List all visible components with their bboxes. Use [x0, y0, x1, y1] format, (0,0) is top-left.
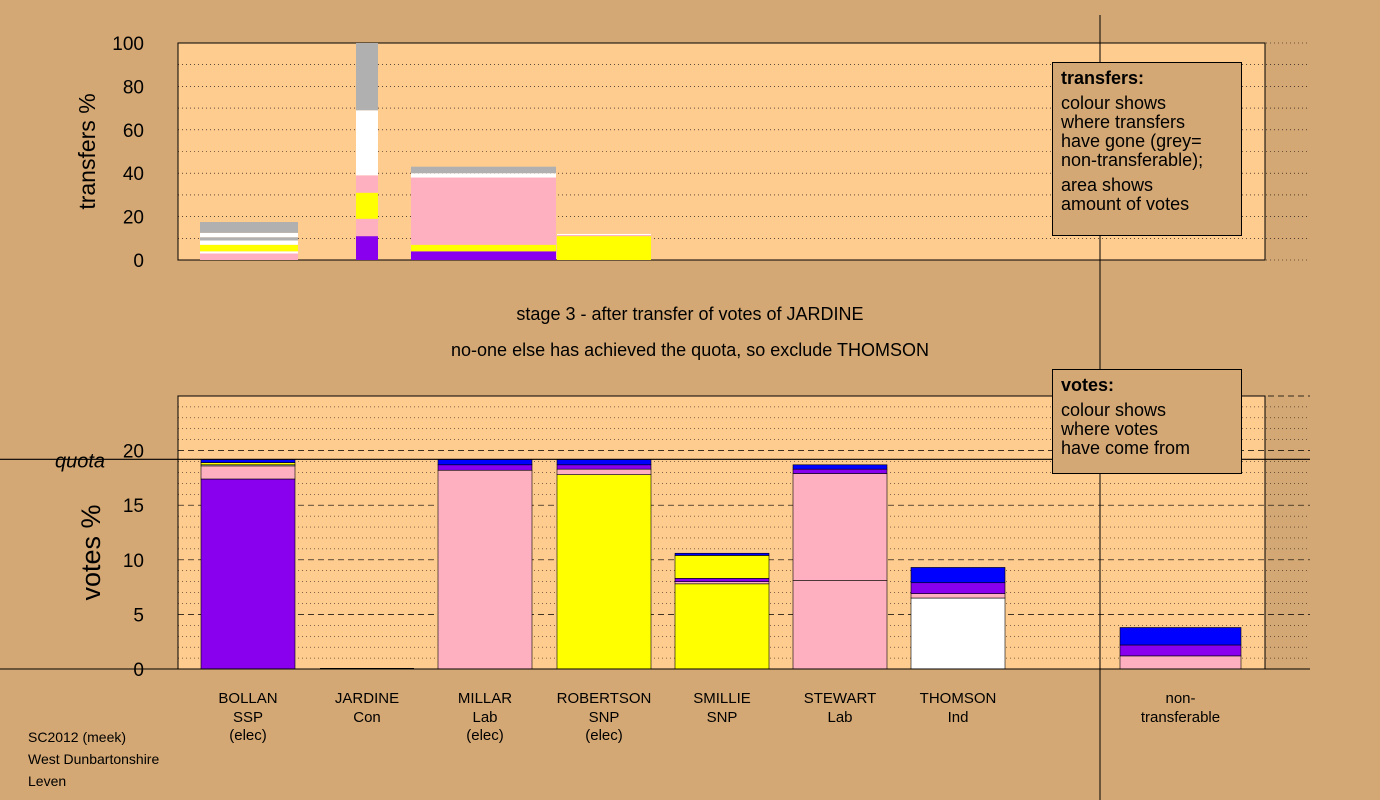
- transfer-segment: [411, 251, 556, 260]
- transfer-segment: [200, 237, 298, 241]
- vote-segment: [1119, 644, 1242, 657]
- candidate-party-label: Ind: [948, 709, 969, 726]
- transfer-segment: [411, 177, 556, 245]
- transfer-segment: [411, 244, 556, 252]
- candidate-status-label: (elec): [585, 727, 623, 744]
- transfers-tick-label: 60: [123, 121, 144, 142]
- vote-segment: [556, 468, 652, 475]
- transfer-segment: [356, 192, 378, 219]
- candidate-party-label: SSP: [233, 709, 263, 726]
- vote-segment: [437, 464, 533, 471]
- transfer-segment: [557, 233, 651, 236]
- transfers-legend-line: area shows: [1061, 175, 1154, 195]
- transfers-legend-line: colour shows: [1061, 93, 1167, 113]
- footer-council: West Dunbartonshire: [28, 751, 160, 767]
- transfer-segment: [200, 244, 298, 252]
- quota-label: quota: [55, 450, 105, 472]
- candidate-party-label: Lab: [827, 709, 852, 726]
- candidate-name-label: BOLLAN: [218, 690, 277, 707]
- transfers-tick-label: 20: [123, 208, 144, 229]
- vote-segment: [910, 582, 1006, 594]
- votes-legend-line: where votes: [1061, 419, 1159, 439]
- transfer-segment: [200, 232, 298, 238]
- votes-tick-label: 0: [133, 660, 144, 681]
- candidate-name-label: MILLAR: [458, 690, 512, 707]
- transfers-tick-label: 100: [112, 34, 144, 55]
- candidate-name-label: ROBERTSON: [557, 690, 652, 707]
- footer-election: SC2012 (meek): [28, 729, 127, 745]
- votes-tick-label: 20: [123, 442, 144, 463]
- candidate-status-label: (elec): [229, 727, 267, 744]
- transfer-segment: [356, 43, 378, 111]
- vote-segment: [674, 581, 770, 585]
- transfer-segment: [411, 173, 556, 178]
- votes-legend-line: have come from: [1061, 438, 1191, 458]
- vote-segment: [792, 473, 888, 581]
- transfers-tick-label: 40: [123, 164, 144, 185]
- footer-ward: Leven: [28, 773, 67, 789]
- votes-legend-line: colour shows: [1061, 400, 1167, 420]
- stage-subtitle: no-one else has achieved the quota, so e…: [451, 340, 929, 360]
- transfer-segment: [356, 175, 378, 193]
- candidate-name-label: THOMSON: [920, 690, 997, 707]
- transfer-segment: [356, 236, 378, 260]
- candidate-party-label: Con: [353, 709, 381, 726]
- nontransferable-label: non-: [1165, 690, 1195, 707]
- vote-segment: [910, 597, 1006, 670]
- nontransferable-label: transferable: [1141, 709, 1220, 726]
- vote-segment: [200, 462, 296, 466]
- votes-tick-label: 10: [123, 551, 144, 572]
- transfers-legend-line: amount of votes: [1061, 194, 1190, 214]
- vote-segment: [674, 555, 770, 579]
- transfer-segment: [557, 236, 651, 260]
- votes-legend: votes: colour shows where votes have com…: [1052, 369, 1242, 474]
- vote-segment: [674, 552, 770, 556]
- transfer-segment: [557, 235, 651, 237]
- vote-segment: [674, 578, 770, 582]
- vote-segment: [1119, 627, 1242, 646]
- vote-segment: [1119, 655, 1242, 670]
- transfer-segment: [356, 218, 378, 237]
- vote-segment: [437, 469, 533, 670]
- candidate-party-label: SNP: [589, 709, 620, 726]
- votes-tick-label: 15: [123, 496, 144, 517]
- candidate-status-label: (elec): [466, 727, 504, 744]
- transfer-segment: [200, 253, 298, 260]
- candidate-party-label: Lab: [472, 709, 497, 726]
- vote-segment: [792, 580, 888, 670]
- vote-segment: [674, 583, 770, 670]
- transfers-tick-label: 80: [123, 77, 144, 98]
- transfers-legend-line: have gone (grey=: [1061, 131, 1202, 151]
- votes-axis-label: votes %: [76, 504, 106, 600]
- votes-legend-title: votes:: [1061, 375, 1115, 395]
- transfer-segment: [411, 166, 556, 174]
- vote-segment: [200, 465, 296, 480]
- transfer-segment: [200, 251, 298, 254]
- vote-segment: [556, 464, 652, 470]
- vote-segment: [910, 593, 1006, 599]
- transfer-segment: [200, 222, 298, 233]
- vote-segment: [556, 459, 652, 466]
- vote-segment: [792, 468, 888, 474]
- transfer-segment: [356, 110, 378, 176]
- transfers-legend-title: transfers:: [1061, 68, 1145, 88]
- transfers-axis-label: transfers %: [74, 93, 100, 209]
- vote-segment: [200, 478, 296, 670]
- transfers-legend-line: non-transferable);: [1061, 150, 1204, 170]
- transfers-legend: transfers: colour shows where transfers …: [1052, 62, 1242, 236]
- candidate-name-label: SMILLIE: [693, 690, 751, 707]
- candidate-party-label: SNP: [707, 709, 738, 726]
- transfers-legend-line: where transfers: [1061, 112, 1186, 132]
- vote-segment: [437, 459, 533, 466]
- candidate-name-label: STEWART: [804, 690, 877, 707]
- votes-tick-label: 5: [133, 605, 144, 626]
- vote-segment: [910, 567, 1006, 584]
- vote-segment: [792, 464, 888, 470]
- candidate-name-label: JARDINE: [335, 690, 399, 707]
- stage-title: stage 3 - after transfer of votes of JAR…: [516, 304, 864, 324]
- vote-segment: [556, 474, 652, 670]
- transfer-segment: [200, 240, 298, 245]
- transfers-tick-label: 0: [133, 251, 144, 272]
